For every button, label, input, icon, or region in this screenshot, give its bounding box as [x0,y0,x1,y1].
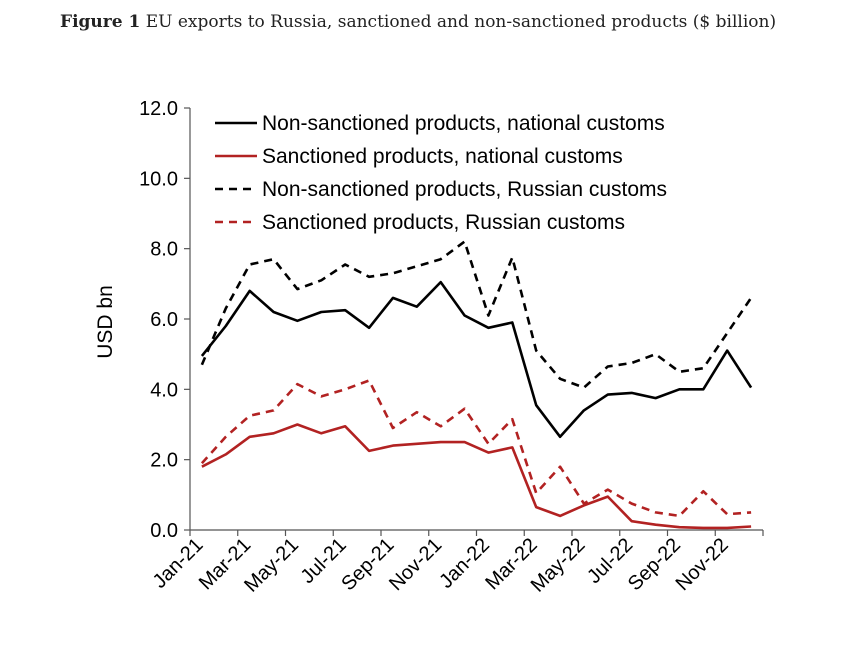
x-tick-label: May-21 [240,534,303,597]
y-tick-label: 10.0 [139,168,178,190]
legend-label-4: Sanctioned products, Russian customs [262,211,625,234]
x-tick-label: May-22 [527,534,590,597]
y-tick-label: 12.0 [139,98,178,120]
y-tick-label: 0.0 [150,520,178,542]
x-tick-label: Nov-22 [672,534,733,595]
figure-caption: Figure 1 EU exports to Russia, sanctione… [60,12,776,32]
series-line-2 [201,423,752,530]
legend-label-3: Non-sanctioned products, Russian customs [262,178,667,201]
x-tick-label: Sep-21 [337,534,398,595]
legend-label-2: Sanctioned products, national customs [262,145,623,168]
chart-axes: 0.02.04.06.08.010.012.0Jan-21Mar-21May-2… [139,98,764,597]
y-axis-title: USD bn [94,285,117,359]
figure-number: Figure 1 [60,12,141,32]
series-line-1 [200,280,753,439]
legend-label-1: Non-sanctioned products, national custom… [262,112,665,135]
chart-legend: Non-sanctioned products, national custom… [215,112,667,234]
x-tick-label: Sep-22 [624,534,685,595]
y-tick-label: 8.0 [150,239,178,261]
chart-series [200,240,753,530]
series-line-4 [200,379,752,518]
y-tick-label: 2.0 [150,450,178,472]
x-tick-label: Nov-21 [385,534,446,595]
series-line-3 [200,240,753,389]
figure-title: EU exports to Russia, sanctioned and non… [145,12,777,32]
y-tick-label: 4.0 [150,379,178,401]
y-tick-label: 6.0 [150,309,178,331]
